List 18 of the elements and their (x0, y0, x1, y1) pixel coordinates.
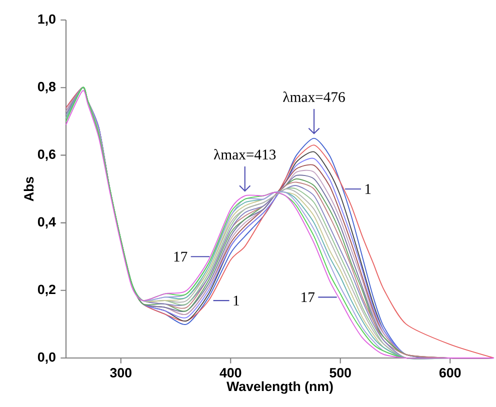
y-tick-label: 1,0 (38, 14, 56, 26)
annotation: 1 (365, 184, 371, 194)
x-tick-label: 300 (110, 368, 132, 378)
annotation: λmax=476 (283, 92, 345, 102)
x-tick-label: 500 (330, 368, 351, 378)
annotation: 17 (174, 252, 188, 262)
y-tick-label: 0,4 (38, 217, 56, 228)
y-tick-label: 0,2 (38, 284, 56, 296)
y-tick-label: 0,0 (38, 352, 56, 364)
x-tick-label: 400 (220, 368, 242, 378)
y-tick-label: 0,6 (38, 150, 56, 161)
x-axis-title: Wavelength (nm) (226, 381, 333, 394)
y-axis-title: Abs (24, 176, 34, 202)
annotation: λmax=413 (214, 149, 276, 160)
x-tick-label: 600 (439, 368, 461, 378)
annotation: 17 (302, 292, 315, 302)
annotation: 1 (234, 296, 239, 306)
y-tick-label: 0,8 (38, 82, 56, 94)
